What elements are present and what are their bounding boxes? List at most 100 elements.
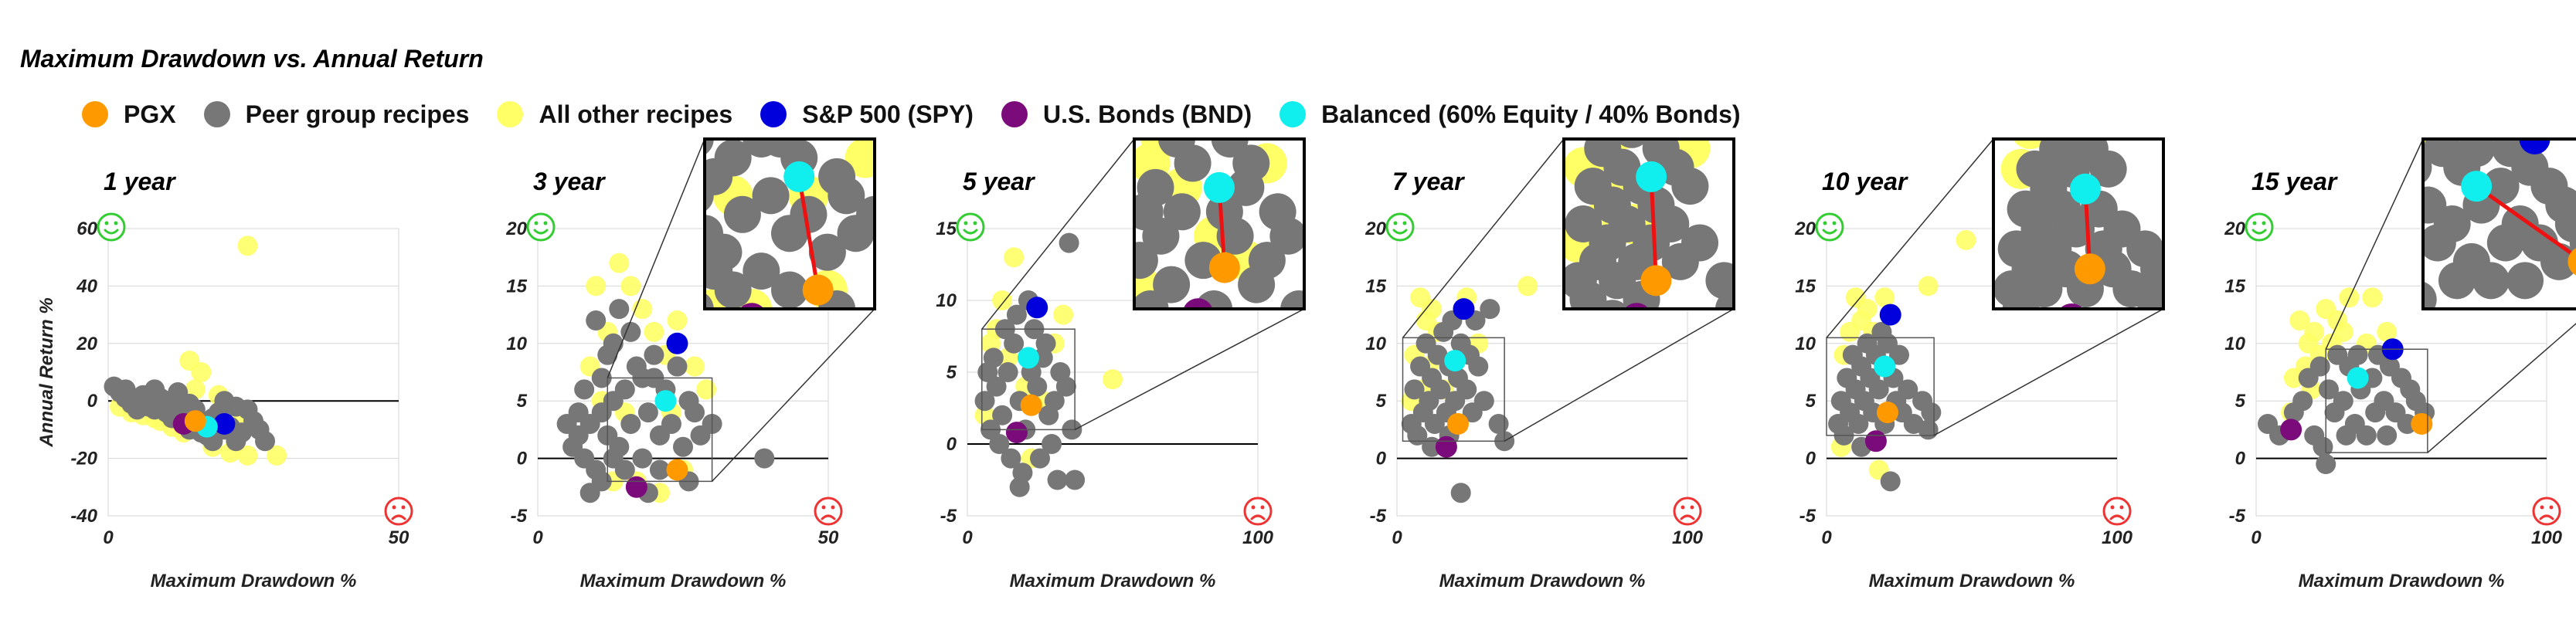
peer-recipe-point (127, 399, 148, 420)
inset-other-recipe-point (1752, 34, 1793, 74)
other-recipe-point (1103, 369, 1123, 390)
peer-recipe-point (2309, 356, 2330, 377)
pgx-point (1876, 402, 1898, 424)
legend-label: Balanced (60% Equity / 40% Bonds) (1321, 100, 1741, 128)
face-eye (2262, 221, 2266, 225)
peer-recipe-point (255, 431, 276, 452)
y-tick-label: 10 (2224, 334, 2245, 354)
peer-recipe-point (2316, 454, 2336, 475)
legend-item-other-recipes: All other recipes (497, 100, 732, 129)
inset-peer-recipe-point (705, 293, 714, 309)
inset-other-recipe-point (1263, 95, 1303, 135)
face-mouth (104, 229, 119, 235)
x-axis-title: Maximum Drawdown % (1010, 571, 1216, 591)
y-tick-label: 5 (2235, 391, 2246, 412)
zoom-connector (712, 308, 875, 482)
peer-recipe-point (1473, 391, 1494, 412)
y-tick-label: 5 (1376, 391, 1387, 412)
y-tick-label: 0 (517, 449, 528, 469)
inset-spy-point (2519, 139, 2551, 154)
inset-pgx-point (2568, 248, 2576, 276)
x-axis-title: Maximum Drawdown % (2299, 571, 2505, 591)
peer-recipe-point (661, 413, 681, 434)
peer-recipe-point (667, 356, 688, 377)
inset-other-recipe-point (839, 139, 854, 141)
other-recipe-point (1004, 247, 1025, 268)
peer-recipe-point (1848, 413, 1869, 434)
zoom-connector (1826, 138, 1994, 338)
y-tick-label: 10 (506, 334, 527, 354)
plot-frame (107, 228, 399, 517)
inset-other-recipe-point (2481, 34, 2521, 74)
zoom-inset (2359, 34, 2576, 310)
inset-peer-recipe-point (2472, 262, 2510, 300)
peer-recipe-point (1001, 448, 1021, 469)
peer-recipe-point (2333, 391, 2353, 412)
inset-other-recipe-point (1173, 0, 1213, 38)
y-axis-title: Annual Return % (36, 297, 57, 447)
y-tick-label: 0 (2235, 449, 2246, 469)
peer-recipe-point (1030, 448, 1050, 469)
inset-peer-recipe-point (1691, 73, 1728, 110)
zoom-inset (1992, 69, 2165, 310)
peer-recipe-point (685, 402, 705, 423)
inset-content (656, 45, 875, 309)
balanced-point (1017, 347, 1039, 369)
sad-face-icon (1673, 497, 1702, 526)
inset-peer-recipe-point (2554, 205, 2576, 242)
face-mouth (1250, 514, 1266, 520)
balanced-point (1874, 355, 1896, 378)
inset-peer-recipe-point (743, 139, 780, 158)
inset-border (2421, 137, 2576, 310)
other-recipe-point (2304, 321, 2325, 342)
other-recipe-point (2333, 321, 2353, 342)
x-tick-label: 0 (532, 527, 543, 548)
pgx-balanced-link-line (1649, 176, 1658, 281)
inset-peer-recipe-point (695, 64, 732, 101)
bnd-point (2280, 419, 2302, 441)
zoom-connector (1074, 308, 1305, 431)
inset-peer-recipe-point (724, 45, 761, 82)
other-recipe-point (667, 310, 688, 331)
zoom-connector (1933, 308, 2164, 436)
peer-recipe-point (1027, 376, 1048, 397)
legend-dot-icon (497, 101, 524, 127)
inset-peer-recipe-point (1628, 92, 1665, 129)
legend-item-spy: S&P 500 (SPY) (760, 100, 974, 129)
y-tick-label: -40 (70, 506, 97, 527)
face-eye (1260, 505, 1265, 510)
balanced-point (2347, 367, 2369, 389)
inset-peer-recipe-point (686, 83, 723, 120)
legend-item-balanced: Balanced (60% Equity / 40% Bonds) (1280, 100, 1741, 129)
inset-other-recipe-point (656, 100, 696, 141)
peer-recipe-point (1880, 471, 1901, 492)
y-tick-label: 15 (1365, 276, 1386, 297)
inset-other-recipe-point (1650, 53, 1691, 93)
y-tick-label: 20 (1364, 219, 1386, 239)
zoom-inset (1562, 34, 1793, 310)
chart-panel: 1 year -40 -20 0 20 40 60 0 50 Maximum Drawdown %… (36, 168, 413, 591)
inset-peer-recipe-point (1153, 266, 1191, 303)
zoom-connector (607, 138, 705, 378)
zoom-connector (2427, 323, 2576, 453)
happy-face-icon (956, 212, 985, 242)
inset-peer-recipe-point (2506, 262, 2544, 300)
spy-point (1453, 298, 1475, 320)
inset-peer-recipe-point (723, 195, 761, 233)
face-eye (831, 505, 835, 510)
face-mouth (821, 514, 836, 520)
zoom-connector (2325, 138, 2424, 350)
inset-balanced-point (2069, 173, 2101, 205)
pgx-point (184, 410, 206, 432)
inset-other-recipe-point (2359, 72, 2399, 112)
pgx-point (1020, 394, 1042, 416)
inset-spy-point (803, 67, 834, 98)
peer-recipe-point (1488, 413, 1509, 434)
other-recipe-point (1840, 321, 1861, 342)
inset-other-recipe-point (2037, 69, 2078, 109)
inset-balanced-point (783, 161, 815, 192)
legend-item-pgx: PGX (82, 100, 176, 129)
y-tick-label: 5 (946, 362, 957, 383)
peer-recipe-point (1059, 232, 1079, 253)
